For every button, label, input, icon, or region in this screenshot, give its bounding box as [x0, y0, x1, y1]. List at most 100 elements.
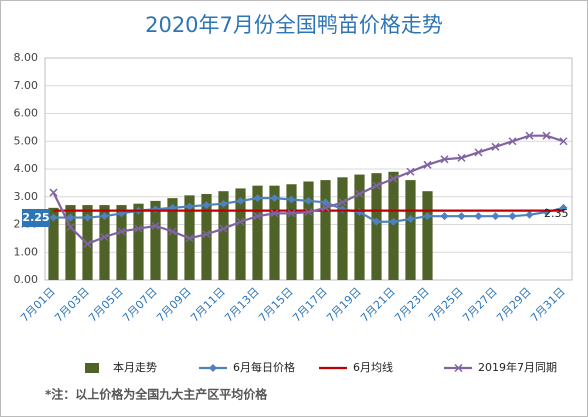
marker: [474, 148, 483, 157]
bar: [337, 177, 348, 280]
bar: [65, 205, 76, 280]
marker: [423, 212, 432, 221]
marker: [185, 202, 194, 211]
annotation-box: [22, 209, 50, 227]
legend-item: 6月均线: [319, 360, 393, 374]
marker: [525, 210, 534, 219]
legend-label: 2019年7月同期: [478, 360, 557, 374]
bar: [201, 193, 212, 280]
legend-marker: [454, 363, 463, 373]
bar: [167, 198, 178, 280]
marker: [168, 227, 177, 236]
marker: [406, 167, 415, 176]
marker: [491, 142, 500, 151]
marker: [49, 188, 58, 197]
marker: [372, 181, 381, 190]
marker: [304, 207, 313, 217]
marker: [236, 196, 245, 205]
marker: [338, 198, 347, 207]
marker: [559, 137, 568, 146]
marker: [457, 212, 466, 221]
marker: [304, 196, 313, 205]
bar: [48, 207, 59, 280]
legend-label: 本月走势: [113, 360, 157, 374]
marker: [270, 209, 279, 218]
marker: [423, 160, 432, 169]
bar: [269, 185, 280, 280]
legend-item: 6月每日价格: [199, 360, 295, 374]
marker: [457, 153, 466, 162]
marker: [440, 155, 449, 164]
marker: [185, 234, 194, 243]
marker: [491, 212, 500, 221]
bar: [252, 185, 263, 280]
marker: [83, 239, 92, 248]
marker: [406, 214, 415, 223]
bar: [99, 205, 110, 280]
y-tick-label: 8.00: [14, 51, 39, 64]
y-tick-label: 7.00: [14, 79, 39, 92]
bar: [354, 174, 365, 280]
marker: [389, 174, 398, 183]
marker: [287, 195, 296, 204]
bar: [422, 191, 433, 280]
marker: [202, 201, 211, 210]
marker: [355, 189, 364, 199]
marker: [49, 213, 58, 222]
legend-item: 本月走势: [85, 360, 157, 374]
marker: [525, 131, 534, 140]
marker: [389, 217, 398, 226]
marker: [202, 230, 211, 239]
y-tick-label: 5.00: [14, 134, 39, 147]
marker: [253, 212, 262, 221]
marker: [440, 212, 449, 221]
marker: [542, 131, 551, 140]
bar: [405, 180, 416, 280]
marker: [83, 213, 92, 222]
marker: [66, 223, 75, 232]
marker: [321, 198, 330, 207]
marker: [100, 232, 109, 242]
legend-item: 2019年7月同期: [444, 360, 557, 374]
y-tick-label: 3.00: [14, 190, 39, 203]
legend-label: 6月每日价格: [233, 360, 295, 374]
marker: [321, 203, 330, 212]
bar: [388, 171, 399, 280]
y-tick-label: 6.00: [14, 107, 39, 120]
annotation: 2.25: [22, 211, 49, 224]
bar: [371, 173, 382, 280]
marker: [474, 212, 483, 221]
legend-label: 6月均线: [353, 360, 393, 374]
bar: [116, 205, 127, 280]
marker: [508, 212, 517, 221]
marker: [508, 137, 517, 146]
legend-swatch: [85, 363, 99, 373]
bar: [218, 191, 229, 280]
marker: [287, 209, 296, 218]
marker: [151, 221, 160, 230]
bar: [235, 188, 246, 280]
marker: [66, 213, 75, 222]
bar: [303, 181, 314, 280]
y-tick-label: 0.00: [14, 273, 39, 286]
marker: [219, 224, 228, 233]
marker: [372, 217, 381, 226]
legend-marker: [209, 364, 217, 372]
chart-title: 2020年7月份全国鸭苗价格走势: [145, 13, 443, 37]
marker: [117, 227, 126, 236]
marker: [253, 194, 262, 203]
note: *注：以上价格为全国九大主产区平均价格: [45, 387, 268, 402]
bar: [133, 203, 144, 280]
annotation: 2.35: [544, 207, 569, 220]
marker: [219, 199, 228, 208]
bar: [150, 200, 161, 280]
marker: [270, 194, 279, 203]
marker: [134, 224, 143, 233]
y-tick-label: 4.00: [14, 162, 39, 175]
y-tick-label: 1.00: [14, 245, 39, 258]
bar: [286, 184, 297, 280]
marker: [100, 212, 109, 221]
bar: [320, 180, 331, 280]
marker: [236, 217, 245, 226]
